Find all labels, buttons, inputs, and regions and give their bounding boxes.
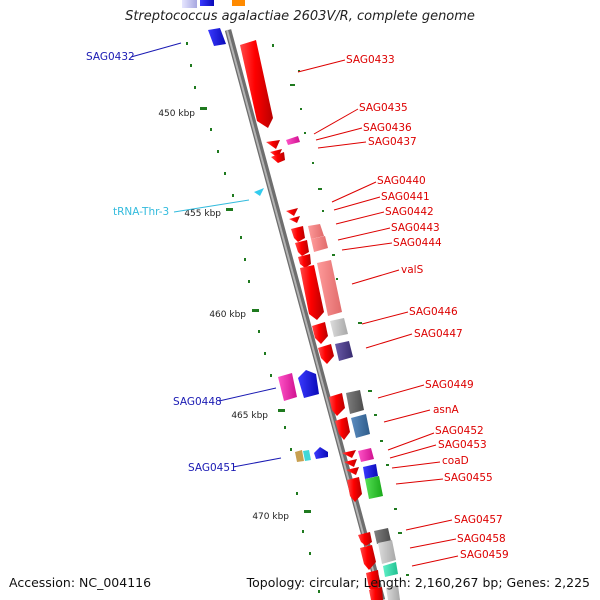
label-sag0435: SAG0435	[359, 102, 408, 114]
gene-sag0451-a	[295, 450, 304, 462]
label-sag0436: SAG0436	[363, 122, 412, 134]
gene-sag0452	[342, 450, 356, 458]
label-sag0447: SAG0447	[414, 328, 463, 340]
gene-top-blue	[200, 0, 214, 6]
label-sag0432: SAG0432	[86, 51, 135, 63]
tick-label-465: 465 kbp	[231, 411, 268, 421]
label-sag0446: SAG0446	[409, 306, 458, 318]
gene-sag0458-a	[360, 545, 376, 570]
gene-sag0458-b	[378, 540, 396, 564]
label-sag0442: SAG0442	[385, 206, 434, 218]
minus-strand-genes	[182, 0, 328, 462]
gene-sag0459-b	[383, 562, 398, 577]
gene-sag0451-c	[314, 447, 328, 459]
gene-sag0435	[266, 140, 280, 149]
label-sag0437: SAG0437	[368, 136, 417, 148]
gene-sag0443-a	[295, 240, 309, 256]
label-sag0440: SAG0440	[377, 175, 426, 187]
label-sag0444: SAG0444	[393, 237, 442, 249]
label-sag0452: SAG0452	[435, 425, 484, 437]
gene-sag0449-b	[346, 390, 364, 414]
tick-label-470: 470 kbp	[252, 512, 289, 522]
genome-backbone	[224, 29, 386, 600]
gene-sag0448-b	[298, 370, 319, 398]
label-vals: valS	[401, 264, 424, 276]
label-sag0433: SAG0433	[346, 54, 395, 66]
gene-top-lavender	[182, 0, 197, 8]
gene-sag0455-b	[365, 476, 383, 499]
tick-label-460: 460 kbp	[209, 310, 246, 320]
kbp-ticks	[200, 107, 311, 513]
gene-sag0446-b	[330, 318, 348, 337]
gene-trna-thr-3	[254, 188, 264, 196]
label-sag0458: SAG0458	[457, 533, 506, 545]
label-sag0451: SAG0451	[188, 462, 237, 474]
gene-coad-b	[363, 464, 378, 479]
gene-sag0441	[289, 216, 300, 223]
gene-sag0442-b	[308, 224, 324, 239]
outer-dotted-ring	[186, 42, 409, 593]
gene-sag0442-a	[291, 226, 305, 242]
label-asna: asnA	[433, 404, 460, 416]
gene-sag0433	[240, 40, 273, 128]
tick-label-450: 450 kbp	[158, 109, 195, 119]
gene-sag0440	[286, 208, 298, 216]
label-sag0457: SAG0457	[454, 514, 503, 526]
label-coad: coaD	[442, 455, 469, 467]
leader-lines	[130, 42, 459, 567]
gene-sag0457-a	[358, 532, 372, 546]
gene-bottom-red	[369, 587, 383, 600]
map-title: Streptococcus agalactiae 2603V/R, comple…	[125, 9, 475, 24]
gene-asna-a	[335, 417, 350, 440]
gene-sag0447-b	[335, 341, 353, 361]
genome-summary-text: Topology: circular; Length: 2,160,267 bp…	[246, 575, 590, 590]
gene-sag0436	[286, 136, 300, 145]
gene-sag0452b	[358, 448, 374, 462]
label-trna-thr-3: tRNA-Thr-3	[113, 206, 169, 218]
gene-coad	[346, 467, 359, 475]
gene-sag0453	[344, 459, 357, 467]
gene-sag0443-b	[311, 236, 328, 252]
gene-sag0448-a	[278, 373, 297, 401]
gene-sag0451-b	[303, 450, 311, 461]
label-sag0455: SAG0455	[444, 472, 493, 484]
gene-labels: SAG0432 SAG0433 SAG0435 SAG0436 SAG0437 …	[86, 51, 509, 561]
label-sag0449: SAG0449	[425, 379, 474, 391]
gene-bottom-grey	[386, 585, 400, 600]
kbp-tick-labels: 450 kbp 455 kbp 460 kbp 465 kbp 470 kbp	[158, 109, 289, 522]
label-sag0453: SAG0453	[438, 439, 487, 451]
gene-sag0437	[271, 152, 285, 163]
gene-sag0447-a	[318, 344, 334, 364]
gene-vals-b	[317, 260, 342, 316]
gene-sag0455-a	[347, 477, 362, 502]
gene-sag0432	[208, 28, 226, 46]
label-sag0448: SAG0448	[173, 396, 222, 408]
gene-sag0457-b	[374, 528, 391, 544]
label-sag0459: SAG0459	[460, 549, 509, 561]
gene-sag0459	[366, 570, 380, 592]
tick-label-455: 455 kbp	[184, 209, 221, 219]
gene-top-orange	[232, 0, 245, 6]
label-sag0441: SAG0441	[381, 191, 430, 203]
gene-sag0449-a	[329, 393, 345, 416]
label-sag0443: SAG0443	[391, 222, 440, 234]
gene-sag0446-a	[312, 322, 328, 344]
accession-text: Accession: NC_004116	[9, 575, 152, 590]
gene-sag0444	[298, 254, 311, 268]
gene-asna-b	[351, 414, 370, 438]
plus-strand-genes	[232, 0, 400, 600]
gene-vals-a	[300, 265, 324, 320]
